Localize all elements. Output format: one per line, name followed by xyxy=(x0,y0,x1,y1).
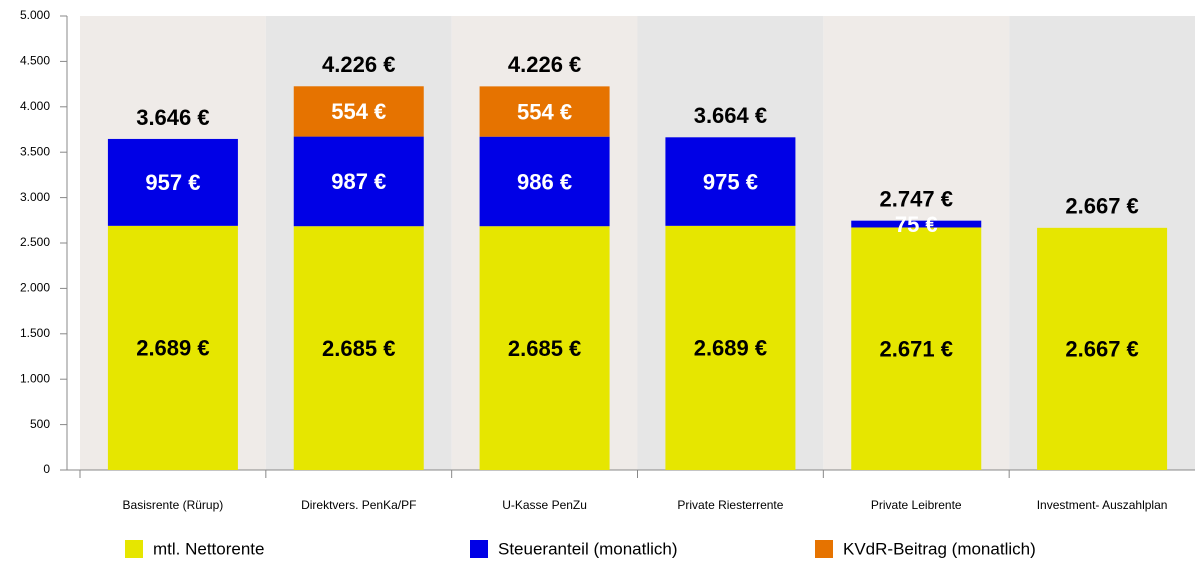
total-label: 2.667 € xyxy=(1065,194,1138,219)
bar-segment xyxy=(851,220,982,228)
y-tick-label: 0 xyxy=(43,462,50,476)
bar-segment xyxy=(851,227,982,470)
data-label: 986 € xyxy=(517,169,572,194)
y-tick-label: 3.500 xyxy=(20,144,50,158)
bar-segment xyxy=(293,226,424,470)
data-label: 2.671 € xyxy=(880,337,953,362)
data-label: 554 € xyxy=(331,99,386,124)
y-tick-label: 1.500 xyxy=(20,326,50,340)
y-tick-label: 3.000 xyxy=(20,190,50,204)
legend-label: Steueranteil (monatlich) xyxy=(498,539,678,558)
y-tick-label: 1.000 xyxy=(20,371,50,385)
x-tick-label: Private Riesterrente xyxy=(677,498,783,512)
total-label: 3.664 € xyxy=(694,103,767,128)
x-tick-label: Basisrente (Rürup) xyxy=(123,498,224,512)
data-label: 2.689 € xyxy=(694,336,767,361)
legend-label: mtl. Nettorente xyxy=(153,539,265,558)
data-label: 2.685 € xyxy=(322,336,395,361)
y-tick-label: 4.000 xyxy=(20,99,50,113)
x-tick-label: Investment- Auszahlplan xyxy=(1037,498,1168,512)
y-tick-label: 4.500 xyxy=(20,54,50,68)
data-label: 554 € xyxy=(517,99,572,124)
data-label: 2.689 € xyxy=(136,336,209,361)
x-tick-label: Direktvers. PenKa/PF xyxy=(301,498,416,512)
legend-swatch xyxy=(125,540,143,558)
bar-segment xyxy=(107,138,238,226)
x-tick-label: Private Leibrente xyxy=(871,498,962,512)
legend-swatch xyxy=(815,540,833,558)
data-label: 2.667 € xyxy=(1065,337,1138,362)
data-label: 957 € xyxy=(145,170,200,195)
bar-segment xyxy=(479,136,610,227)
y-tick-label: 2.500 xyxy=(20,235,50,249)
total-label: 2.747 € xyxy=(880,186,953,211)
data-label: 75 € xyxy=(895,212,938,237)
data-label: 975 € xyxy=(703,169,758,194)
bar-segment xyxy=(107,225,238,470)
data-label: 2.685 € xyxy=(508,336,581,361)
y-tick-label: 500 xyxy=(30,417,50,431)
y-tick-label: 5.000 xyxy=(20,8,50,22)
bar-segment xyxy=(293,136,424,227)
legend-label: KVdR-Beitrag (monatlich) xyxy=(843,539,1036,558)
bar-segment xyxy=(665,137,796,226)
total-label: 4.226 € xyxy=(508,52,581,77)
x-tick-label: U-Kasse PenZu xyxy=(502,498,587,512)
data-label: 987 € xyxy=(331,169,386,194)
bar-segment xyxy=(1037,227,1168,470)
bar-segment xyxy=(293,86,424,137)
total-label: 4.226 € xyxy=(322,52,395,77)
total-label: 3.646 € xyxy=(136,105,209,130)
legend-swatch xyxy=(470,540,488,558)
bar-segment xyxy=(479,86,610,137)
y-tick-label: 2.000 xyxy=(20,281,50,295)
bar-segment xyxy=(479,226,610,470)
bar-segment xyxy=(665,225,796,470)
